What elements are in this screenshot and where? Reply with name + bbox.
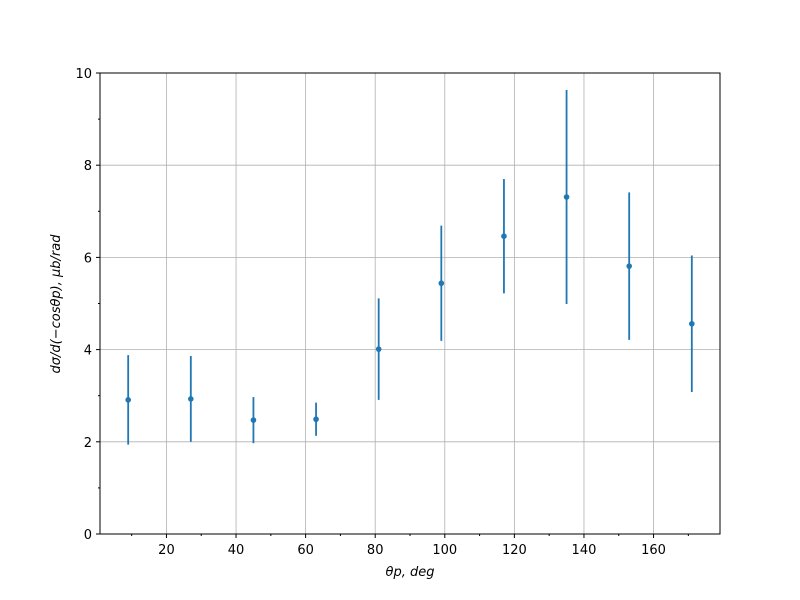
x-tick-label: 100 — [432, 543, 457, 558]
x-tick-label: 60 — [297, 543, 314, 558]
x-tick-label: 40 — [228, 543, 245, 558]
x-tick-label: 20 — [158, 543, 175, 558]
x-tick-label: 120 — [502, 543, 527, 558]
data-point — [501, 233, 507, 239]
data-point — [438, 280, 445, 287]
data-point — [563, 194, 570, 200]
x-tick-label: 140 — [572, 543, 597, 558]
data-point — [689, 320, 695, 327]
y-tick-label: 8 — [84, 159, 92, 174]
y-tick-label: 2 — [84, 436, 92, 451]
data-point — [188, 396, 194, 402]
y-tick-label: 0 — [84, 528, 92, 543]
y-tick-label: 10 — [75, 67, 92, 82]
data-point — [626, 263, 632, 269]
data-point — [125, 397, 131, 403]
data-point — [250, 417, 257, 423]
x-tick-label: 160 — [641, 543, 666, 558]
y-tick-label: 4 — [84, 344, 92, 359]
y-tick-label: 6 — [84, 251, 92, 266]
x-tick-label: 80 — [367, 543, 384, 558]
y-axis-label: dσ/d(−cosθp), μb/rad — [49, 234, 64, 374]
data-point — [375, 346, 382, 352]
data-point — [313, 416, 319, 423]
x-axis-label: θp, deg — [386, 565, 435, 580]
plot-frame — [99, 72, 721, 535]
